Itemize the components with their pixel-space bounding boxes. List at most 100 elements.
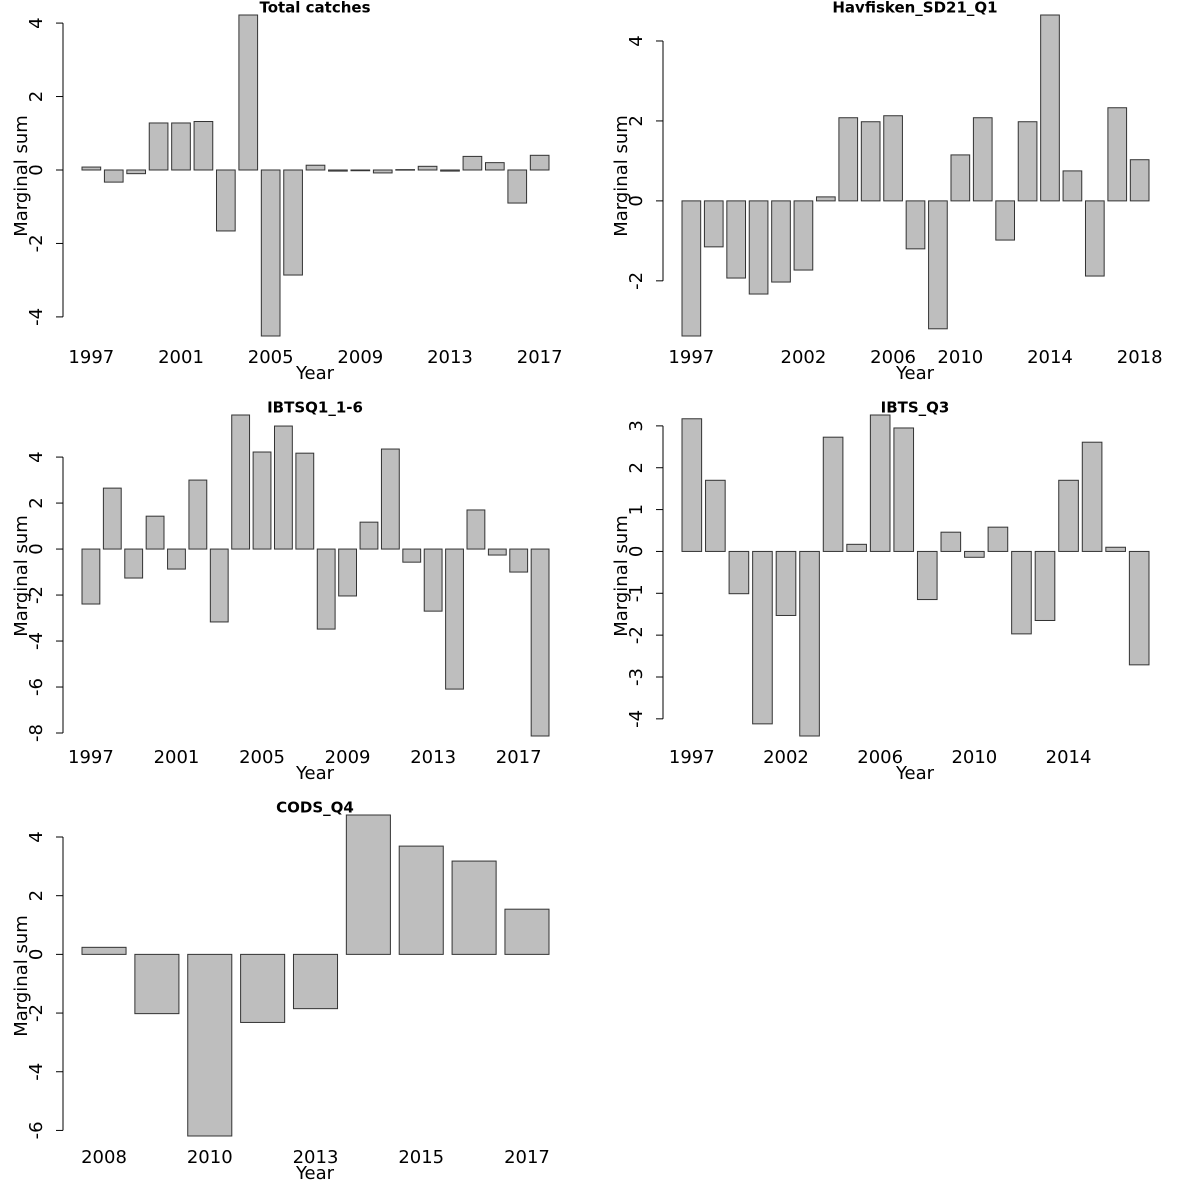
bar — [240, 953, 286, 1023]
bar — [1081, 441, 1103, 552]
bar — [509, 548, 529, 573]
bar — [728, 550, 750, 595]
x-tick-label: 2005 — [239, 747, 285, 768]
bar — [964, 550, 985, 558]
y-tick-label: 2 — [626, 462, 647, 473]
bar — [316, 548, 336, 630]
bar — [1011, 550, 1032, 635]
y-axis-label: Marginal sum — [611, 115, 632, 237]
y-tick-label: -8 — [26, 724, 47, 742]
y-tick-label: -3 — [626, 668, 647, 686]
x-tick-label: 2005 — [248, 347, 294, 368]
bar — [487, 548, 507, 556]
bar — [283, 169, 303, 276]
bar — [860, 121, 881, 202]
bar — [838, 117, 859, 202]
chart-title: IBTSQ1_1-6 — [267, 399, 363, 417]
y-tick-label: -2 — [26, 234, 47, 252]
bar — [771, 200, 791, 283]
x-tick-label: 2013 — [410, 747, 456, 768]
bar — [81, 166, 102, 171]
x-tick-label: 2006 — [857, 747, 903, 768]
chart-title: Total catches — [259, 0, 370, 17]
bar — [905, 200, 926, 250]
y-tick-label: 2 — [26, 91, 47, 102]
bar — [995, 200, 1016, 241]
bar — [705, 479, 726, 552]
bar — [940, 531, 962, 552]
y-tick-label: 0 — [626, 195, 647, 206]
bar — [345, 814, 391, 955]
bar — [417, 165, 438, 171]
bar — [260, 169, 281, 337]
bar — [972, 117, 993, 202]
x-tick-label: 2018 — [1117, 347, 1163, 368]
bar — [1129, 159, 1150, 202]
bar — [440, 169, 460, 172]
bar — [916, 550, 938, 601]
bar — [799, 550, 820, 737]
bar — [124, 548, 144, 579]
y-axis-label: Marginal sum — [11, 115, 32, 237]
bar — [451, 860, 497, 955]
y-tick-label: 4 — [626, 35, 647, 46]
bar — [338, 548, 357, 597]
bar — [292, 953, 339, 1010]
y-tick-label: 4 — [26, 831, 47, 842]
y-tick-label: 3 — [626, 420, 647, 431]
bar — [274, 425, 293, 550]
x-axis-label: Year — [895, 763, 935, 784]
bar — [238, 14, 259, 171]
x-axis-label: Year — [895, 363, 935, 384]
x-tick-label: 2010 — [937, 347, 983, 368]
x-tick-label: 2002 — [763, 747, 809, 768]
y-tick-label: 1 — [626, 504, 647, 515]
bar — [987, 526, 1009, 552]
y-tick-label: -4 — [26, 1063, 47, 1081]
bar — [402, 548, 422, 563]
bar — [350, 169, 371, 172]
bar — [171, 122, 191, 171]
y-tick-label: 2 — [26, 890, 47, 901]
bar — [1040, 14, 1060, 202]
x-tick-label: 1997 — [68, 347, 114, 368]
bar — [231, 414, 251, 550]
bar — [1128, 550, 1150, 666]
x-tick-label: 2015 — [398, 1147, 444, 1168]
y-tick-label: 0 — [26, 949, 47, 960]
bar — [681, 200, 702, 337]
x-tick-label: 2017 — [517, 347, 563, 368]
bar — [883, 115, 903, 202]
x-tick-label: 2009 — [325, 747, 371, 768]
x-axis-label: Year — [295, 1163, 335, 1184]
y-tick-label: 2 — [626, 115, 647, 126]
bar — [775, 550, 797, 616]
bar — [395, 169, 416, 171]
bar — [81, 946, 127, 955]
bar — [423, 548, 443, 612]
bar — [748, 200, 769, 295]
y-axis-label: Marginal sum — [11, 515, 32, 637]
x-axis-label: Year — [295, 363, 335, 384]
x-axis-label: Year — [295, 763, 335, 784]
chart-title: IBTS_Q3 — [881, 399, 950, 417]
y-tick-label: -1 — [626, 584, 647, 602]
y-tick-label: -2 — [26, 1004, 47, 1022]
y-tick-label: -6 — [26, 678, 47, 696]
bar — [103, 169, 124, 183]
y-tick-label: -4 — [26, 632, 47, 650]
bar — [793, 200, 814, 271]
x-tick-label: 2006 — [870, 347, 916, 368]
bar — [372, 169, 393, 174]
bar — [1062, 170, 1083, 202]
x-tick-label: 2008 — [81, 1147, 127, 1168]
x-tick-label: 1997 — [668, 347, 714, 368]
bar — [703, 200, 724, 248]
y-tick-label: -2 — [626, 272, 647, 290]
bar — [1034, 550, 1056, 621]
bar — [504, 908, 550, 955]
y-tick-label: 0 — [26, 164, 47, 175]
y-tick-label: -2 — [26, 586, 47, 604]
bar — [398, 845, 444, 955]
